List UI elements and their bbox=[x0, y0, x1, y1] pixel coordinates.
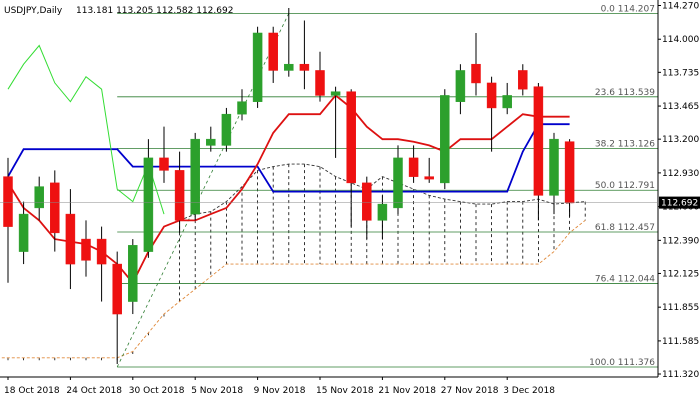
y-tick-label: 112.390 bbox=[662, 236, 699, 246]
x-tick-label: 24 Oct 2018 bbox=[66, 386, 122, 396]
y-tick-label: 113.735 bbox=[662, 68, 699, 78]
y-tick-label: 111.585 bbox=[662, 337, 699, 347]
bullish-candle bbox=[190, 138, 200, 215]
y-tick-label: 111.855 bbox=[662, 303, 699, 313]
bullish-candle bbox=[128, 245, 138, 302]
bearish-candle bbox=[81, 238, 91, 261]
bullish-candle bbox=[221, 113, 232, 146]
bearish-candle bbox=[424, 176, 434, 180]
kijun-sen-line bbox=[7, 123, 570, 193]
bearish-candle bbox=[315, 70, 325, 96]
chart-ohlc-values: 113.181 113.205 112.582 112.692 bbox=[76, 6, 233, 16]
current-price-label: 112.692 bbox=[661, 199, 698, 209]
bullish-candle bbox=[252, 32, 263, 102]
bullish-candle bbox=[18, 213, 29, 252]
fib-level-label: 23.6 113.539 bbox=[595, 88, 655, 98]
senkou-span-b bbox=[0, 220, 586, 359]
bearish-candle bbox=[65, 213, 76, 265]
bullish-candle bbox=[549, 138, 559, 196]
bullish-candle bbox=[206, 138, 216, 146]
x-tick-label: 3 Dec 2018 bbox=[503, 386, 555, 396]
bearish-candle bbox=[564, 141, 575, 204]
fib-level-label: 50.0 112.791 bbox=[595, 181, 655, 191]
chart-symbol-timeframe: USDJPY,Daily bbox=[4, 6, 63, 16]
current-price-tag bbox=[659, 196, 700, 209]
fib-level-label: 100.0 111.376 bbox=[589, 358, 655, 368]
bearish-candle bbox=[471, 63, 481, 84]
x-tick-label: 5 Nov 2018 bbox=[191, 386, 243, 396]
bullish-candle bbox=[34, 186, 44, 209]
bullish-candle bbox=[502, 95, 512, 109]
x-tick-label: 18 Oct 2018 bbox=[4, 386, 60, 396]
y-tick-label: 113.200 bbox=[662, 135, 699, 145]
bearish-candle bbox=[533, 86, 544, 196]
fib-level-label: 38.2 113.126 bbox=[595, 139, 655, 149]
y-tick-label: 112.125 bbox=[662, 269, 699, 279]
chikou-span-line bbox=[7, 44, 165, 215]
x-tick-label: 30 Oct 2018 bbox=[129, 386, 185, 396]
bullish-candle bbox=[377, 203, 388, 221]
fib-level-label: 0.0 114.207 bbox=[601, 4, 655, 14]
bullish-candle bbox=[455, 70, 466, 102]
bullish-candle bbox=[440, 95, 450, 184]
bearish-candle bbox=[3, 176, 13, 227]
x-tick-label: 27 Nov 2018 bbox=[441, 386, 499, 396]
bearish-candle bbox=[268, 32, 278, 71]
bullish-candle bbox=[143, 157, 154, 252]
bearish-candle bbox=[112, 263, 122, 315]
bullish-candle bbox=[330, 91, 341, 96]
y-tick-label: 114.000 bbox=[662, 35, 699, 45]
fib-level-label: 76.4 112.044 bbox=[595, 275, 655, 285]
x-tick-label: 21 Nov 2018 bbox=[378, 386, 436, 396]
bearish-candle bbox=[346, 91, 356, 184]
bearish-candle bbox=[174, 170, 185, 221]
fib-level-label: 61.8 112.457 bbox=[595, 223, 655, 233]
bearish-candle bbox=[362, 182, 372, 221]
x-tick-label: 15 Nov 2018 bbox=[316, 386, 374, 396]
bearish-candle bbox=[408, 157, 419, 177]
y-tick-label: 114.270 bbox=[662, 1, 699, 11]
bearish-candle bbox=[96, 238, 107, 265]
bullish-candle bbox=[237, 101, 247, 115]
bearish-candle bbox=[299, 63, 310, 71]
bullish-candle bbox=[393, 157, 403, 209]
y-tick-label: 111.320 bbox=[662, 370, 699, 380]
y-tick-label: 112.930 bbox=[662, 169, 699, 179]
y-tick-label: 113.465 bbox=[662, 102, 699, 112]
x-tick-label: 9 Nov 2018 bbox=[254, 386, 306, 396]
bullish-candle bbox=[284, 63, 294, 71]
bearish-candle bbox=[50, 182, 60, 234]
bearish-candle bbox=[486, 82, 497, 109]
bearish-candle bbox=[159, 157, 169, 171]
bearish-candle bbox=[518, 70, 528, 90]
